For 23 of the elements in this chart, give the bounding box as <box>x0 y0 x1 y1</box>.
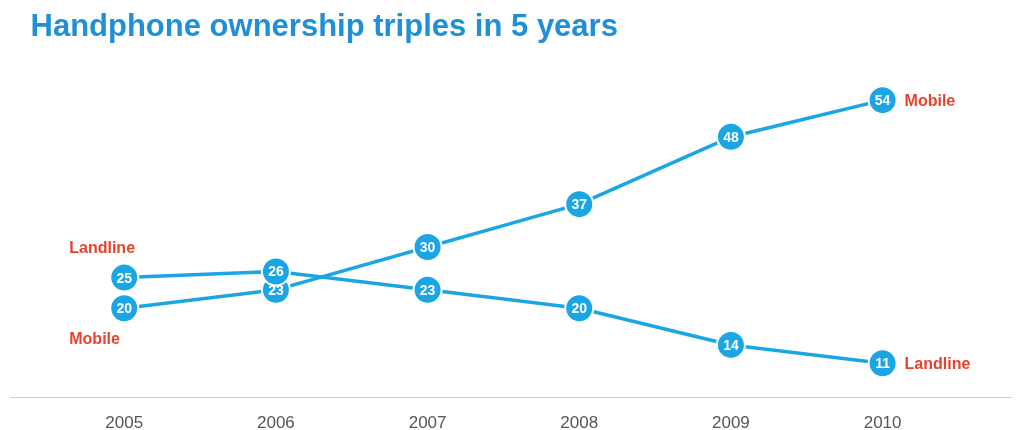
data-label: 37 <box>571 196 588 213</box>
series-label: Landline <box>904 354 971 372</box>
data-label: 26 <box>268 263 284 280</box>
data-label: 14 <box>723 336 739 353</box>
chart-title: Handphone ownership triples in 5 years <box>30 7 618 43</box>
x-tick-label: 2007 <box>408 412 447 430</box>
data-label: 23 <box>419 281 436 298</box>
text: Landline <box>69 238 136 256</box>
data-label: 11 <box>875 355 891 372</box>
x-tick-label: 2008 <box>560 412 599 430</box>
x-tick-label: 2010 <box>863 412 902 430</box>
data-label: 20 <box>571 300 588 317</box>
data-label: 48 <box>723 128 739 145</box>
x-tick-label: 2005 <box>105 412 144 430</box>
data-label: 23 <box>268 281 284 298</box>
x-tick-label: 2006 <box>257 412 295 430</box>
text: Mobile <box>69 330 120 348</box>
series-label: Mobile <box>904 91 956 109</box>
data-label: 25 <box>116 269 133 286</box>
data-label: 30 <box>419 239 436 256</box>
data-label: 54 <box>874 92 891 109</box>
x-tick-label: 2009 <box>712 412 750 430</box>
data-label: 20 <box>116 300 133 317</box>
